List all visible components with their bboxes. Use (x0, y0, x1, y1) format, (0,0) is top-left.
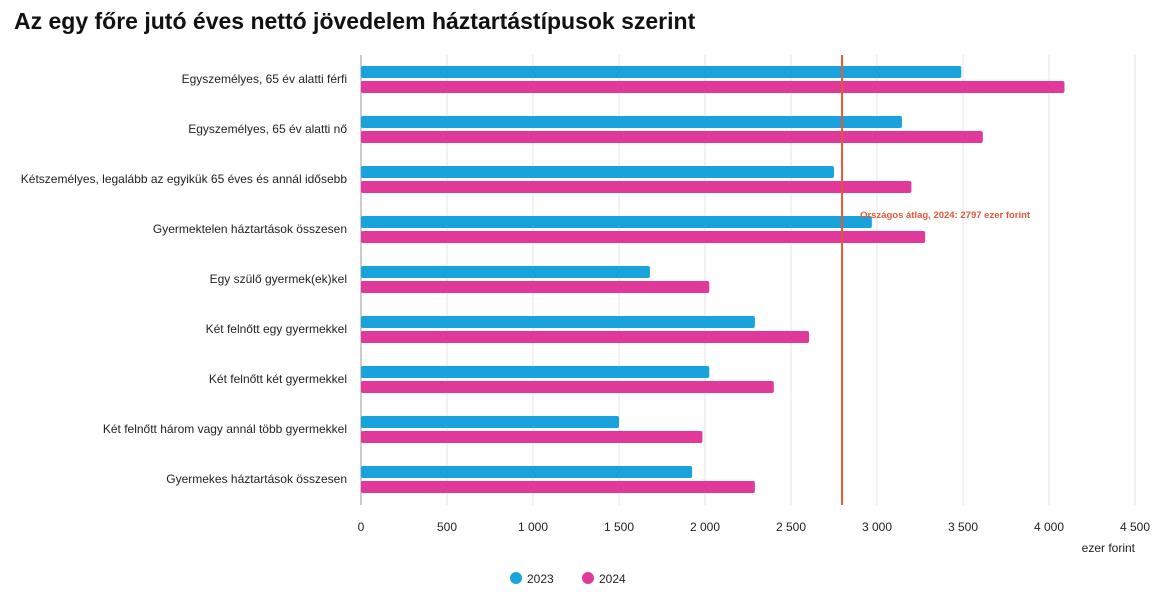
legend-label: 2023 (527, 572, 554, 586)
legend: 2023 2024 (510, 572, 626, 586)
bar-2024 (361, 131, 983, 143)
x-tick-label: 4 000 (1034, 520, 1064, 534)
category-label: Egyszemélyes, 65 év alatti férfi (182, 72, 347, 86)
bar-2023 (361, 66, 962, 78)
x-tick-label: 3 500 (948, 520, 978, 534)
category-label: Két felnőtt három vagy annál több gyerme… (103, 422, 347, 436)
category-label: Egy szülő gyermek(ek)kel (210, 272, 347, 286)
x-tick-label: 1 000 (518, 520, 548, 534)
category-label: Gyermekes háztartások összesen (166, 472, 347, 486)
x-tick-label: 1 500 (604, 520, 634, 534)
x-tick-label: 2 500 (776, 520, 806, 534)
bar-2023 (361, 366, 710, 378)
bar-2024 (361, 431, 703, 443)
category-label: Gyermektelen háztartások összesen (153, 222, 347, 236)
category-label: Két felnőtt két gyermekkel (209, 372, 347, 386)
bar-2023 (361, 216, 872, 228)
category-label: Két felnőtt egy gyermekkel (206, 322, 347, 336)
x-tick-label: 0 (358, 520, 365, 534)
category-labels: Egyszemélyes, 65 év alatti férfi Egyszemé… (21, 72, 348, 486)
chart-title: Az egy főre jutó éves nettó jövedelem há… (14, 8, 696, 34)
bar-2024 (361, 281, 710, 293)
legend-label: 2024 (599, 572, 626, 586)
bar-2024 (361, 381, 774, 393)
bar-2023 (361, 466, 693, 478)
legend-marker-2023 (510, 572, 522, 584)
bar-2024 (361, 481, 755, 493)
reference-line-group: Országos átlag, 2024: 2797 ezer forint (841, 55, 1031, 505)
bars (361, 66, 1065, 493)
bar-2024 (361, 331, 810, 343)
x-tick-label: 2 000 (690, 520, 720, 534)
bar-2023 (361, 316, 755, 328)
reference-line-label: Országos átlag, 2024: 2797 ezer forint (860, 210, 1031, 221)
gridlines (360, 55, 1136, 505)
bar-2024 (361, 81, 1065, 93)
bar-2023 (361, 266, 650, 278)
x-tick-label: 4 500 (1120, 520, 1150, 534)
bar-2023 (361, 166, 834, 178)
x-axis-ticks: 0 500 1 000 1 500 2 000 2 500 3 000 3 500 4 000 4… (358, 520, 1151, 534)
bar-2024 (361, 181, 912, 193)
bar-2023 (361, 116, 902, 128)
bar-2024 (361, 231, 926, 243)
category-label: Kétszemélyes, legalább az egyikük 65 éve… (21, 172, 348, 186)
bar-2023 (361, 416, 619, 428)
x-tick-label: 500 (437, 520, 457, 534)
category-label: Egyszemélyes, 65 év alatti nő (188, 122, 347, 136)
x-tick-label: 3 000 (862, 520, 892, 534)
legend-marker-2024 (582, 572, 594, 584)
x-axis-unit-label: ezer forint (1082, 541, 1136, 555)
